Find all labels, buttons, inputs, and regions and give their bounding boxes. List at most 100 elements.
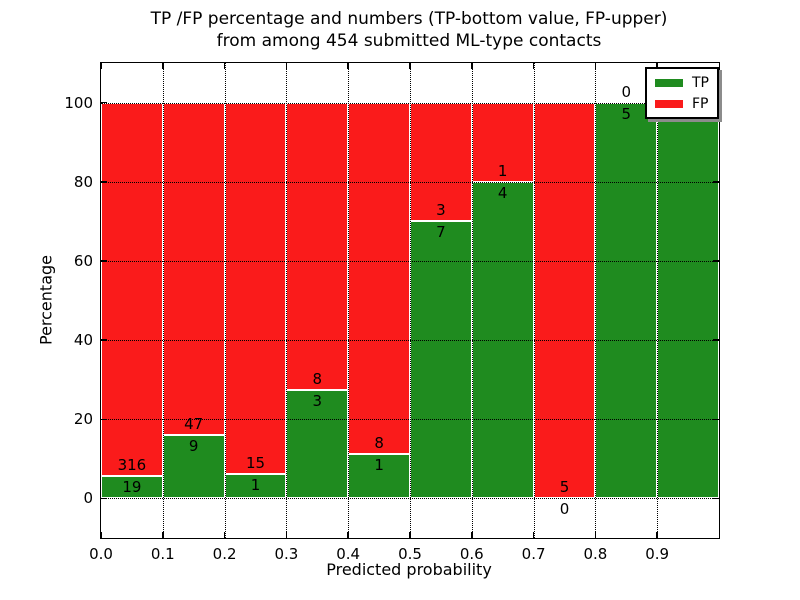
x-axis-tick [594,532,597,538]
horizontal-gridline [101,498,719,500]
y-tick-label: 60 [73,251,93,270]
x-axis-tick [656,63,658,69]
y-axis-tick [101,339,107,341]
fp-bar-segment [101,102,163,476]
x-axis-tick [532,63,535,69]
chart-title-line2: from among 454 submitted ML-type contact… [216,31,602,51]
fp-count-label: 0 [621,82,632,101]
horizontal-gridline [101,102,719,104]
horizontal-gridline [101,260,719,262]
legend: TP FP [645,67,719,119]
fp-bar-segment [348,102,410,455]
chart-title-line1: TP /FP percentage and numbers (TP-bottom… [150,9,668,29]
vertical-gridline [595,63,597,538]
legend-item-fp: FP [655,95,709,112]
tp-bar-segment [162,434,225,499]
x-axis-tick [347,63,349,69]
x-axis-tick [162,63,164,69]
vertical-gridline [533,63,535,538]
x-tick-label: 0.2 [212,545,237,563]
y-axis-tick [713,497,719,500]
vertical-gridline [224,63,226,538]
x-tick-label: 0.1 [150,545,175,563]
y-axis-tick [713,181,719,183]
x-axis-tick [100,532,102,538]
y-axis-tick [713,260,719,262]
tp-count-label: 9 [188,436,199,455]
y-axis-tick [101,497,107,500]
x-axis-tick [471,532,473,538]
x-axis-tick [656,532,658,538]
tp-count-label: 1 [374,456,384,475]
y-tick-label: 80 [73,172,93,191]
horizontal-gridline [101,181,719,183]
y-tick-label: 0 [83,489,93,508]
tp-count-label: 0 [559,500,570,519]
tp-count-label: 3 [312,392,323,411]
y-tick-label: 40 [73,331,93,350]
x-axis-tick [223,532,226,538]
x-axis-tick [100,63,102,69]
y-axis-tick [101,260,107,262]
tp-legend-label: TP [692,74,709,91]
tp-bar-segment [224,473,287,499]
x-tick-label: 0.9 [645,545,670,563]
horizontal-gridline [101,419,719,421]
fp-legend-swatch [655,99,683,108]
x-tick-label: 0.5 [398,545,422,563]
fp-bar-segment [224,102,287,474]
vertical-gridline [348,63,350,538]
tp-count-label: 5 [621,104,632,123]
y-axis-tick [101,181,107,183]
fp-count-label: 316 [117,455,147,474]
fp-legend-label: FP [692,95,709,112]
fp-count-label: 3 [436,201,446,220]
fp-count-label: 1 [497,161,508,180]
fp-count-label: 15 [245,453,266,472]
vertical-gridline [471,63,473,538]
x-axis-tick [471,63,473,69]
horizontal-gridline [101,340,719,342]
x-axis-label: Predicted probability [326,560,492,579]
tp-bar-segment [101,475,163,499]
vertical-gridline [286,63,288,538]
x-axis-tick [223,63,226,69]
x-axis-tick [409,532,411,538]
x-tick-label: 0.4 [336,545,361,563]
y-axis-tick [101,101,107,104]
fp-count-label: 47 [184,414,204,433]
tp-bar-segment [595,102,658,499]
tp-count-label: 1 [250,475,261,494]
vertical-gridline [162,63,164,538]
fp-count-label: 5 [559,478,570,497]
tp-count-label: 7 [436,223,446,242]
chart-title: TP /FP percentage and numbers (TP-bottom… [100,8,718,52]
tp-bar-segment [657,102,719,499]
tp-legend-swatch [655,78,683,87]
x-axis-tick [285,532,288,538]
x-tick-label: 0.3 [274,545,299,563]
x-axis-tick [409,63,411,69]
y-axis-tick [713,339,719,341]
y-tick-label: 100 [64,93,93,112]
fp-bar-segment [162,102,225,435]
plot-area: 1931694711538187341055020.00.10.20.30.40… [64,62,720,563]
tp-bar-segment [410,221,472,499]
fp-count-label: 8 [374,434,384,453]
fp-count-label: 8 [312,370,323,389]
legend-item-tp: TP [655,74,709,91]
x-axis-tick [347,532,349,538]
x-axis-tick [594,63,597,69]
x-axis-tick [162,532,164,538]
vertical-gridline [410,63,411,538]
fp-bar-segment [533,102,596,499]
vertical-gridline [657,63,659,538]
x-tick-label: 0.0 [89,545,113,563]
x-tick-label: 0.8 [583,545,608,563]
fp-bar-segment [286,102,349,391]
tp-count-label: 4 [497,183,508,202]
tp-count-label: 19 [122,477,142,496]
x-tick-label: 0.7 [521,545,546,563]
x-axis-tick [532,532,535,538]
